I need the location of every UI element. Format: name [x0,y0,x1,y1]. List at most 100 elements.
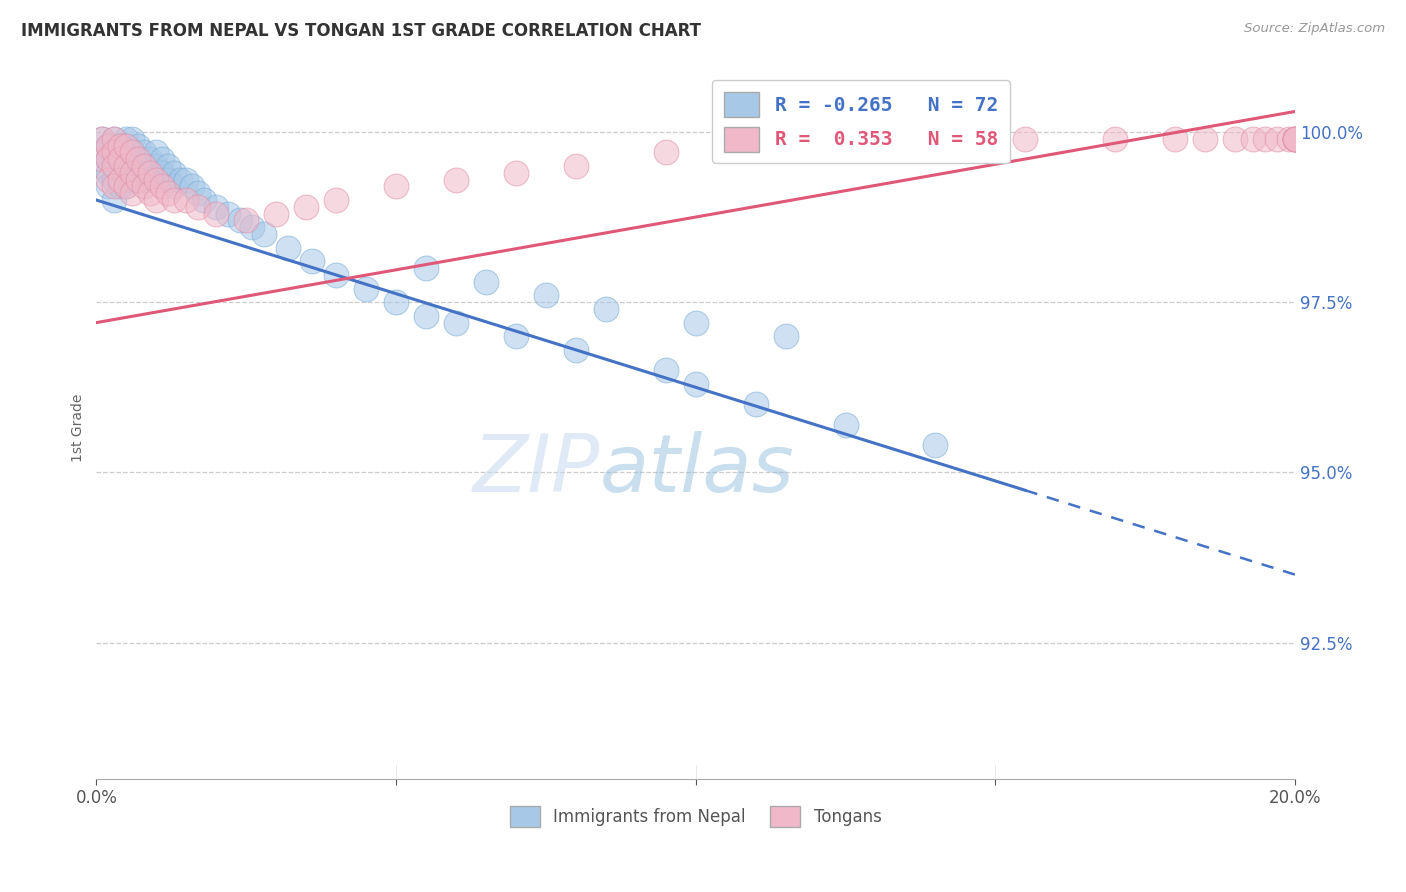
Point [134,172,156,186]
Point [253,227,276,241]
Point [229,213,252,227]
Point [505,166,527,180]
Point [103,159,125,173]
Point [1014,132,1036,146]
Point [103,145,125,160]
Point [145,145,167,160]
Point [235,213,257,227]
Point [110,138,132,153]
Y-axis label: 1st Grade: 1st Grade [72,394,86,462]
Point [145,172,167,186]
Point [187,186,209,201]
Point [444,172,467,186]
Point [127,138,149,153]
Point [145,172,167,186]
Point [115,152,138,166]
Point [91,145,114,160]
Point [103,159,125,173]
Point [139,166,162,180]
Point [385,179,408,194]
Point [110,152,132,166]
Point [205,207,228,221]
Point [134,179,156,194]
Point [1241,132,1264,146]
Point [139,186,162,201]
Point [127,152,149,166]
Point [103,193,125,207]
Point [565,343,588,357]
Point [217,207,239,221]
Point [97,166,120,180]
Point [134,159,156,173]
Point [775,329,797,343]
Point [1254,132,1277,146]
Text: IMMIGRANTS FROM NEPAL VS TONGAN 1ST GRADE CORRELATION CHART: IMMIGRANTS FROM NEPAL VS TONGAN 1ST GRAD… [21,22,702,40]
Point [121,186,143,201]
Point [121,166,143,180]
Point [157,159,180,173]
Point [415,261,437,276]
Text: Source: ZipAtlas.com: Source: ZipAtlas.com [1244,22,1385,36]
Point [115,159,138,173]
Point [174,193,197,207]
Point [103,132,125,146]
Point [97,152,120,166]
Point [150,152,173,166]
Point [325,193,347,207]
Point [127,152,149,166]
Point [127,166,149,180]
Point [264,207,287,221]
Point [121,172,143,186]
Point [134,145,156,160]
Point [150,179,173,194]
Point [924,132,946,146]
Text: ZIP: ZIP [472,431,600,509]
Text: atlas: atlas [600,431,794,509]
Point [1164,132,1187,146]
Point [97,138,120,153]
Point [1278,132,1301,146]
Point [157,172,180,186]
Point [744,397,766,411]
Point [139,166,162,180]
Point [654,145,676,160]
Point [505,329,527,343]
Point [595,301,617,316]
Point [115,179,138,194]
Point [157,186,180,201]
Point [1194,132,1216,146]
Point [163,193,186,207]
Point [91,132,114,146]
Point [91,159,114,173]
Point [187,200,209,214]
Point [103,145,125,160]
Point [121,159,143,173]
Point [110,138,132,153]
Point [354,282,377,296]
Point [1284,132,1306,146]
Point [1284,132,1306,146]
Point [145,193,167,207]
Point [534,288,557,302]
Point [1284,132,1306,146]
Point [97,172,120,186]
Point [97,179,120,194]
Point [174,172,197,186]
Point [834,417,856,432]
Point [115,138,138,153]
Point [163,179,186,194]
Point [163,166,186,180]
Point [685,376,707,391]
Point [240,220,263,235]
Point [91,132,114,146]
Point [924,438,946,452]
Point [121,145,143,160]
Point [1284,132,1306,146]
Point [115,132,138,146]
Point [181,179,204,194]
Point [97,152,120,166]
Point [205,200,228,214]
Point [103,132,125,146]
Point [295,200,318,214]
Point [110,172,132,186]
